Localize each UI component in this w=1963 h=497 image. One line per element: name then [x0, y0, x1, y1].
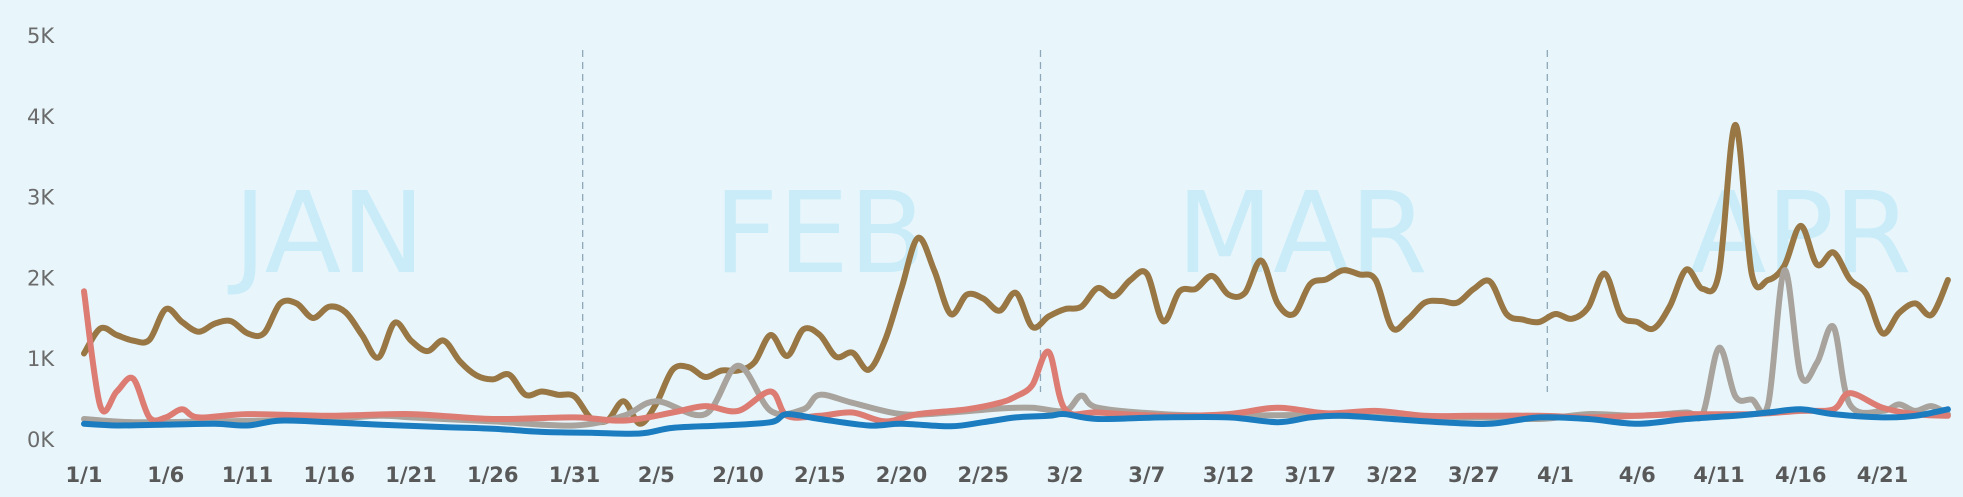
month-labels: JAN FEB MAR APR: [228, 169, 1912, 299]
series-line-4: [81, 406, 1951, 437]
x-tick-label: 4/21: [1857, 463, 1909, 487]
x-tick-label: 1/31: [549, 463, 601, 487]
x-tick-label: 4/6: [1619, 463, 1656, 487]
x-tick-label: 3/12: [1203, 463, 1255, 487]
x-tick-label: 1/1: [66, 463, 103, 487]
month-label-jan: JAN: [228, 169, 425, 299]
y-tick-label: 3K: [27, 186, 55, 210]
series-line-3: [81, 288, 1951, 425]
x-tick-label: 2/10: [712, 463, 764, 487]
x-tick-label: 2/20: [876, 463, 928, 487]
x-tick-label: 3/17: [1284, 463, 1336, 487]
series-line-1: [81, 121, 1951, 427]
x-tick-label: 2/5: [638, 463, 675, 487]
y-tick-label: 4K: [27, 105, 55, 129]
y-tick-label: 2K: [27, 266, 55, 290]
month-label-feb: FEB: [714, 169, 926, 299]
series-lines: [81, 121, 1951, 437]
y-tick-label: 0K: [27, 428, 55, 452]
x-tick-label: 4/16: [1775, 463, 1827, 487]
x-axis-ticks: 1/1 1/6 1/11 1/16 1/21 1/26 1/31 2/5 2/10 2/15 2/2…: [66, 463, 1909, 487]
x-tick-label: 2/15: [794, 463, 846, 487]
x-tick-label: 3/7: [1128, 463, 1165, 487]
x-tick-label: 3/27: [1448, 463, 1500, 487]
x-tick-label: 4/11: [1693, 463, 1745, 487]
x-tick-label: 2/25: [957, 463, 1009, 487]
y-tick-label: 5K: [27, 24, 55, 48]
x-tick-label: 1/26: [467, 463, 519, 487]
x-tick-label: 1/16: [303, 463, 355, 487]
x-tick-label: 1/11: [222, 463, 274, 487]
y-tick-label: 1K: [27, 347, 55, 371]
month-separators: [582, 50, 1548, 392]
x-tick-label: 3/2: [1047, 463, 1084, 487]
x-tick-label: 1/21: [385, 463, 437, 487]
x-tick-label: 1/6: [147, 463, 184, 487]
y-axis-ticks: 0K 1K 2K 3K 4K 5K: [27, 24, 55, 452]
x-tick-label: 3/22: [1366, 463, 1418, 487]
x-tick-label: 4/1: [1537, 463, 1574, 487]
